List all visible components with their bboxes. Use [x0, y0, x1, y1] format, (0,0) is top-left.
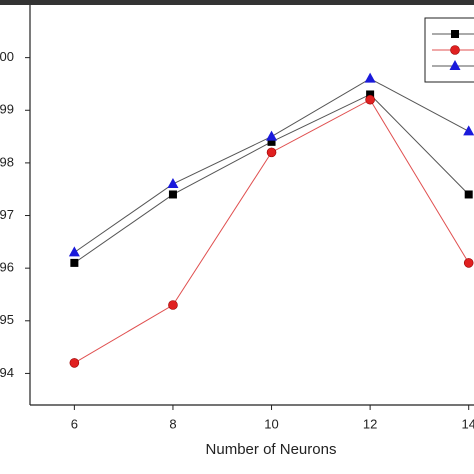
- y-tick-label: 95: [0, 312, 14, 327]
- data-point: [167, 177, 179, 188]
- data-point: [366, 90, 375, 99]
- top-band: [0, 0, 474, 5]
- data-point: [463, 258, 474, 268]
- data-point: [464, 190, 473, 199]
- x-tick-label: 14: [461, 416, 474, 431]
- x-tick-label: 8: [169, 416, 176, 431]
- y-tick-label: 99: [0, 102, 14, 117]
- x-tick-label: 6: [71, 416, 78, 431]
- legend-marker: [449, 60, 461, 70]
- legend-marker: [451, 30, 459, 38]
- data-point: [267, 137, 276, 146]
- data-point: [364, 72, 376, 83]
- series-line: [74, 93, 470, 264]
- data-point: [463, 125, 474, 136]
- y-tick-label: 97: [0, 207, 14, 222]
- y-tick-label: 96: [0, 260, 14, 275]
- y-tick-label: 100: [0, 49, 14, 64]
- x-axis-label: Number of Neurons: [206, 441, 337, 458]
- data-point: [70, 258, 79, 267]
- data-point: [168, 190, 177, 199]
- y-tick-label: 98: [0, 154, 14, 169]
- data-point: [168, 300, 178, 310]
- data-point: [266, 147, 277, 158]
- data-point: [365, 94, 375, 105]
- data-point: [69, 358, 80, 368]
- data-point: [266, 130, 278, 141]
- legend-marker: [450, 45, 460, 55]
- x-tick-label: 10: [264, 416, 278, 431]
- y-tick-label: 94: [0, 365, 14, 380]
- data-point: [68, 246, 80, 257]
- x-tick-label: 12: [363, 416, 377, 431]
